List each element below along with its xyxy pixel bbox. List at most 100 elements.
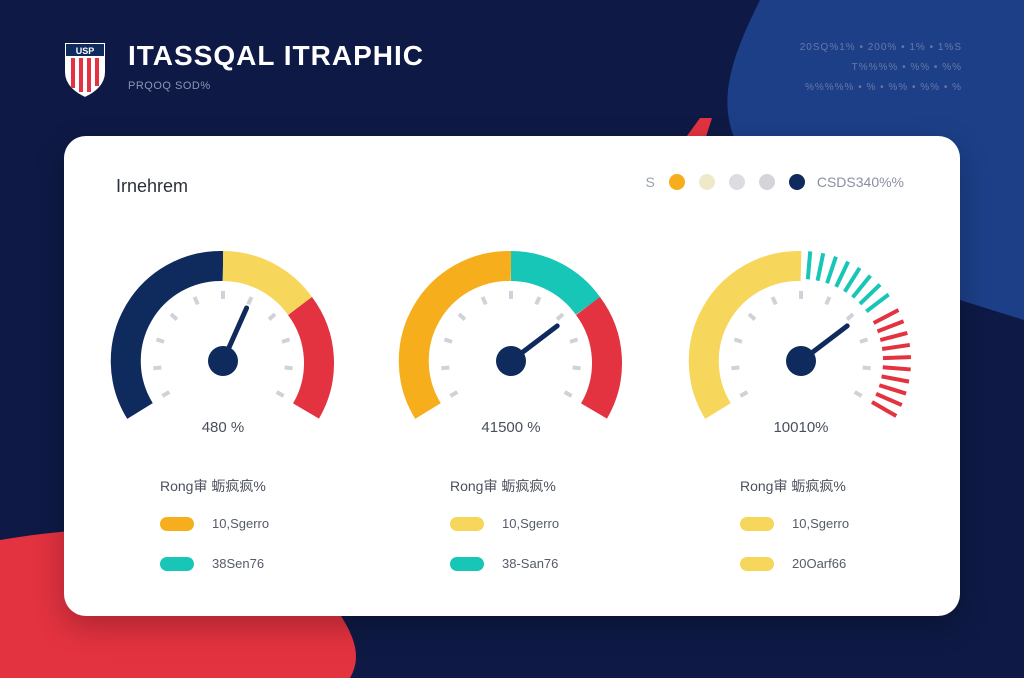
gauge-1 bbox=[108, 246, 338, 426]
gauge-tick bbox=[569, 337, 579, 344]
gauge-2 bbox=[396, 246, 626, 426]
gauge-tick bbox=[555, 312, 565, 322]
gauge-tick bbox=[281, 337, 291, 344]
gauge-2-arc-teal bbox=[510, 251, 601, 316]
gauge-tick bbox=[161, 390, 171, 398]
gauge-segment bbox=[825, 256, 838, 284]
gauge-1-item-2: 38Sen76 bbox=[160, 556, 264, 571]
header-meta: 20SQ%1% • 200% • 1% • 1%S T%%%% • %% • %… bbox=[800, 38, 962, 98]
gauge-2-hub bbox=[496, 346, 526, 376]
gauge-2-arc-red bbox=[575, 297, 622, 419]
gauge-1-item-1-label: 10,Sgerro bbox=[212, 516, 270, 531]
logo-text: USP bbox=[76, 46, 95, 56]
gauge-segment bbox=[881, 374, 910, 384]
gauge-tick bbox=[192, 296, 200, 306]
gauge-2-item-1: 10,Sgerro bbox=[450, 516, 559, 531]
meta-line: 20SQ%1% • 200% • 1% • 1%S bbox=[799, 42, 962, 53]
legend-dot-gray[interactable] bbox=[728, 174, 745, 190]
gauge-tick bbox=[862, 365, 871, 371]
gauge-tick bbox=[739, 390, 749, 398]
gauge-tick bbox=[153, 365, 162, 371]
gauge-1-item-1: 10,Sgerro bbox=[160, 516, 269, 531]
red-accent-shape bbox=[684, 118, 712, 140]
gauge-2-item-1-swatch bbox=[450, 516, 484, 531]
legend-dot-cream[interactable] bbox=[698, 174, 715, 190]
gauge-segment bbox=[881, 342, 911, 351]
gauge-2-value: 41500 % bbox=[481, 419, 541, 436]
dashboard-card: Irnehrem S CSDS340%% 480 % Rong审 蛎疯疯% 10… bbox=[64, 136, 960, 616]
gauge-2-ticks bbox=[441, 291, 581, 398]
legend-dot-navy[interactable] bbox=[788, 174, 805, 190]
gauge-2-row-header: Rong审 蛎疯疯% bbox=[450, 478, 556, 494]
gauge-1-item-2-label: 38Sen76 bbox=[212, 556, 265, 571]
gauge-tick bbox=[457, 312, 467, 322]
shield-logo-icon: USP bbox=[63, 41, 107, 100]
gauge-tick bbox=[169, 312, 179, 322]
gauge-1-hub bbox=[208, 346, 238, 376]
legend-dot-light-gray[interactable] bbox=[758, 174, 775, 190]
legend-label: CSDS340%% bbox=[816, 174, 904, 190]
gauge-3-ticks bbox=[731, 291, 871, 398]
gauge-2-item-2-label: 38-San76 bbox=[502, 556, 559, 571]
legend: S CSDS340%% bbox=[645, 174, 904, 190]
gauge-3-item-1: 10,Sgerro bbox=[740, 516, 849, 531]
card-title: Irnehrem bbox=[116, 176, 189, 196]
gauge-tick bbox=[733, 337, 743, 344]
gauge-1-arc-red bbox=[287, 297, 334, 419]
gauge-segment bbox=[875, 391, 903, 407]
gauge-1-ticks bbox=[153, 291, 293, 398]
gauge-3-item-1-label: 10,Sgerro bbox=[792, 516, 850, 531]
gauge-segment bbox=[879, 330, 908, 342]
gauge-tick bbox=[284, 365, 293, 371]
gauge-3-arc-yellow bbox=[688, 250, 802, 419]
gauge-3-dial bbox=[688, 250, 912, 419]
meta-line: T%%%% • %% • %% bbox=[851, 62, 962, 73]
gauge-3 bbox=[686, 246, 916, 426]
gauge-3-hub bbox=[786, 346, 816, 376]
gauge-tick bbox=[824, 296, 832, 306]
gauge-3-item-2-swatch bbox=[740, 556, 774, 571]
gauge-1-arc-yellow bbox=[222, 251, 313, 316]
gauge-tick bbox=[246, 296, 254, 306]
gauge-3-item-2-label: 20Oarf66 bbox=[792, 556, 847, 571]
gauge-3-row-header: Rong审 蛎疯疯% bbox=[740, 478, 846, 494]
gauge-segment bbox=[882, 355, 912, 361]
gauge-tick bbox=[853, 390, 863, 398]
gauge-segment bbox=[876, 319, 905, 334]
gauge-3-arc-red-segments bbox=[871, 308, 912, 418]
legend-dot-orange[interactable] bbox=[668, 174, 685, 190]
gauge-tick bbox=[155, 337, 165, 344]
gauge-tick bbox=[441, 365, 450, 371]
page-title: ITASSQAL ITRAPHIC bbox=[128, 40, 424, 71]
gauge-2-dial bbox=[398, 250, 622, 419]
brand-header: USP ITASSQAL ITRAPHIC PRQOQ SOD% bbox=[62, 38, 423, 100]
gauge-tick bbox=[731, 365, 740, 371]
gauge-tick bbox=[480, 296, 488, 306]
meta-line: %%%%% • % • %% • %% • % bbox=[804, 82, 962, 93]
legend-prefix: S bbox=[645, 174, 655, 190]
gauge-segment bbox=[834, 260, 850, 288]
gauge-1-value: 480 % bbox=[201, 419, 245, 436]
gauge-segment bbox=[882, 365, 911, 372]
gauge-2-item-2-swatch bbox=[450, 556, 484, 571]
gauge-2-item-1-label: 10,Sgerro bbox=[502, 516, 560, 531]
gauge-3-item-2: 20Oarf66 bbox=[740, 556, 846, 571]
gauge-1-arc-navy bbox=[110, 250, 224, 419]
gauge-2-item-2: 38-San76 bbox=[450, 556, 558, 571]
gauge-2-arc-orange bbox=[398, 250, 512, 419]
gauge-segment bbox=[871, 400, 898, 418]
gauge-3-item-1-swatch bbox=[740, 516, 774, 531]
gauge-tick bbox=[267, 312, 277, 322]
gauge-tick bbox=[572, 365, 581, 371]
gauge-tick bbox=[534, 296, 542, 306]
gauge-segment bbox=[858, 283, 882, 306]
gauge-1-row-header: Rong审 蛎疯疯% bbox=[160, 478, 266, 494]
gauge-segment bbox=[805, 251, 813, 280]
gauge-tick bbox=[747, 312, 757, 322]
gauge-segment bbox=[815, 252, 826, 282]
gauge-1-item-1-swatch bbox=[160, 516, 194, 531]
gauge-tick bbox=[770, 296, 778, 306]
page-subtitle: PRQOQ SOD% bbox=[128, 80, 211, 92]
gauge-1-dial bbox=[110, 250, 334, 419]
gauge-3-arc-teal-segments bbox=[805, 251, 890, 314]
